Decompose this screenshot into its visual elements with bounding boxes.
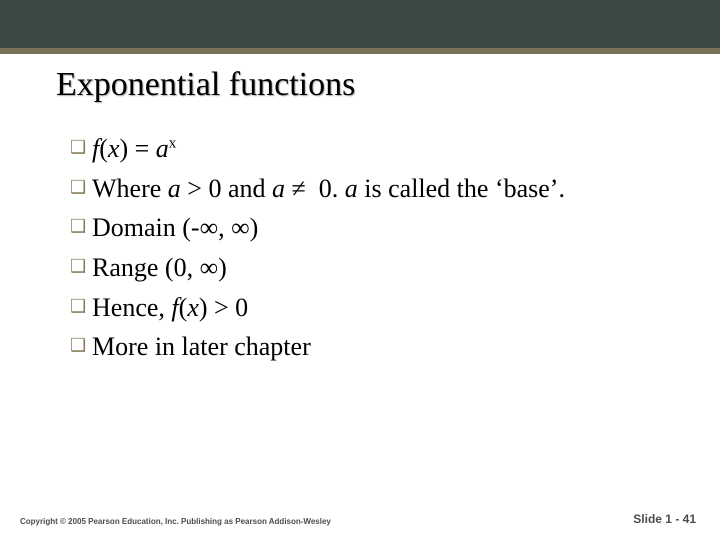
top-color-band <box>0 0 720 48</box>
bullet-text: Hence, f(x) > 0 <box>92 289 670 327</box>
footer-copyright: Copyright © 2005 Pearson Education, Inc.… <box>20 517 331 526</box>
bullet-icon: ❑ <box>70 170 92 204</box>
list-item: ❑ Range (0, ∞) <box>70 249 670 287</box>
bullet-text: Where a > 0 and a ≠ 0. a is called the ‘… <box>92 170 670 208</box>
sub-color-band <box>0 48 720 54</box>
list-item: ❑ Domain (-∞, ∞) <box>70 209 670 247</box>
bullet-icon: ❑ <box>70 249 92 283</box>
list-item: ❑ f(x) = ax <box>70 130 670 168</box>
bullet-icon: ❑ <box>70 130 92 164</box>
bullet-icon: ❑ <box>70 328 92 362</box>
bullet-icon: ❑ <box>70 209 92 243</box>
slide-title: Exponential functions <box>56 66 355 104</box>
list-item: ❑ Hence, f(x) > 0 <box>70 289 670 327</box>
slide-content: ❑ f(x) = ax ❑ Where a > 0 and a ≠ 0. a i… <box>70 130 670 368</box>
list-item: ❑ More in later chapter <box>70 328 670 366</box>
footer-slide-number: Slide 1 - 41 <box>633 512 696 526</box>
bullet-text: More in later chapter <box>92 328 670 366</box>
bullet-text: f(x) = ax <box>92 130 670 168</box>
bullet-text: Domain (-∞, ∞) <box>92 209 670 247</box>
bullet-icon: ❑ <box>70 289 92 323</box>
list-item: ❑ Where a > 0 and a ≠ 0. a is called the… <box>70 170 670 208</box>
bullet-text: Range (0, ∞) <box>92 249 670 287</box>
